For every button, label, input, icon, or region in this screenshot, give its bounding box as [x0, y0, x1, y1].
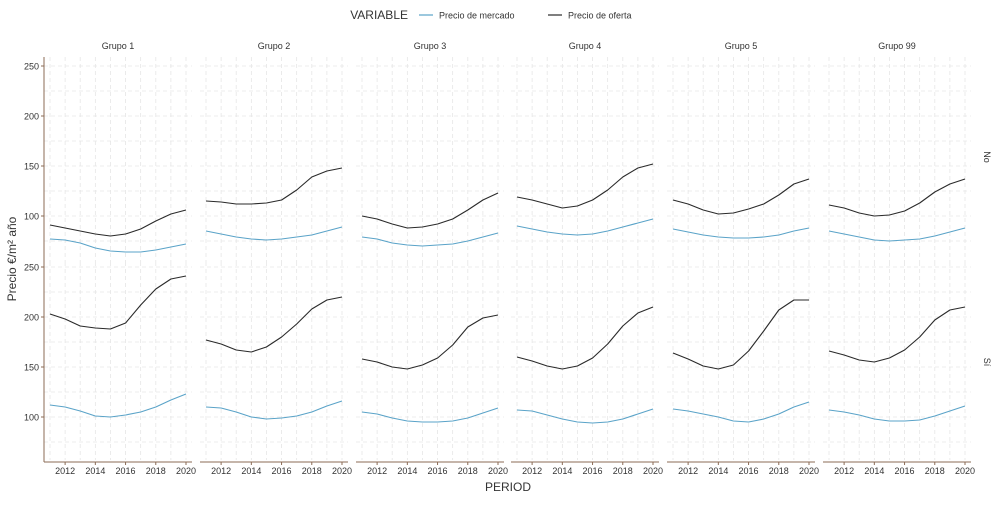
x-tick-label: 2020 [799, 466, 819, 476]
x-tick-label: 2012 [55, 466, 75, 476]
series-line-precio-oferta [49, 209, 187, 237]
x-tick-label: 2014 [85, 466, 105, 476]
x-tick-label: 2020 [955, 466, 975, 476]
series-line-precio-mercado [672, 227, 810, 239]
series-line-precio-mercado [205, 226, 343, 241]
x-tick-label: 2016 [895, 466, 915, 476]
x-tick-label: 2014 [552, 466, 572, 476]
x-tick-label: 2020 [488, 466, 508, 476]
series-line-precio-oferta [205, 167, 343, 205]
x-tick-label: 2012 [678, 466, 698, 476]
series-line-precio-mercado [672, 401, 810, 423]
x-tick-label: 2012 [834, 466, 854, 476]
series-line-precio-oferta [828, 178, 966, 217]
x-tick-label: 2018 [925, 466, 945, 476]
series-line-precio-oferta [672, 178, 810, 215]
y-tick-label: 200 [24, 313, 39, 323]
y-tick-label: 100 [24, 212, 39, 222]
series-line-precio-oferta [516, 306, 654, 370]
series-line-precio-mercado [828, 405, 966, 422]
x-tick-label: 2018 [769, 466, 789, 476]
series-line-precio-mercado [516, 218, 654, 236]
series-line-precio-mercado [516, 408, 654, 424]
facet-title: Grupo 5 [725, 41, 758, 51]
legend-label-oferta: Precio de oferta [568, 11, 632, 21]
x-tick-label: 2018 [146, 466, 166, 476]
legend-title: VARIABLE [350, 8, 408, 22]
x-tick-label: 2012 [367, 466, 387, 476]
x-tick-label: 2014 [397, 466, 417, 476]
series-line-precio-oferta [361, 192, 499, 229]
x-tick-label: 2016 [116, 466, 136, 476]
y-tick-label: 200 [24, 112, 39, 122]
y-tick-label: 100 [24, 413, 39, 423]
x-tick-label: 2016 [583, 466, 603, 476]
series-line-precio-mercado [49, 393, 187, 418]
series-line-precio-oferta [516, 163, 654, 209]
x-tick-label: 2014 [241, 466, 261, 476]
x-tick-label: 2018 [613, 466, 633, 476]
x-tick-label: 2016 [739, 466, 759, 476]
series-line-precio-mercado [49, 238, 187, 253]
y-axis-title: Precio €/m² año [5, 216, 19, 301]
x-tick-label: 2018 [302, 466, 322, 476]
legend-label-mercado: Precio de mercado [439, 11, 515, 21]
facet-title: Grupo 3 [414, 41, 447, 51]
row-strip-label: Sí [982, 358, 992, 367]
x-tick-label: 2020 [332, 466, 352, 476]
series-line-precio-oferta [361, 314, 499, 370]
x-tick-label: 2016 [428, 466, 448, 476]
series-line-precio-mercado [828, 227, 966, 242]
series-line-precio-oferta [49, 275, 187, 330]
series-line-precio-oferta [672, 299, 809, 370]
row-strip-label: No [982, 151, 992, 163]
facet-title: Grupo 99 [878, 41, 916, 51]
x-tick-label: 2014 [864, 466, 884, 476]
y-tick-label: 150 [24, 363, 39, 373]
facet-title: Grupo 2 [258, 41, 291, 51]
x-tick-label: 2012 [211, 466, 231, 476]
facet-title: Grupo 4 [569, 41, 602, 51]
x-tick-label: 2014 [708, 466, 728, 476]
series-line-precio-mercado [361, 232, 499, 247]
facet-title: Grupo 1 [102, 41, 135, 51]
series-line-precio-mercado [205, 400, 343, 420]
x-tick-label: 2016 [272, 466, 292, 476]
x-tick-label: 2020 [176, 466, 196, 476]
y-tick-label: 250 [24, 263, 39, 273]
y-tick-label: 250 [24, 62, 39, 72]
series-line-precio-mercado [361, 407, 499, 423]
x-tick-label: 2020 [643, 466, 663, 476]
series-line-precio-oferta [205, 296, 343, 353]
y-tick-label: 150 [24, 162, 39, 172]
x-tick-label: 2018 [458, 466, 478, 476]
series-line-precio-oferta [828, 306, 966, 363]
x-axis-title: PERIOD [485, 480, 531, 494]
x-tick-label: 2012 [522, 466, 542, 476]
